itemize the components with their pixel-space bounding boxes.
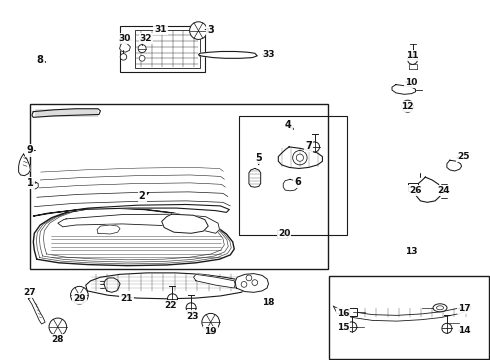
- Text: 21: 21: [120, 294, 133, 303]
- Text: 30: 30: [119, 35, 131, 44]
- Polygon shape: [447, 160, 462, 171]
- Circle shape: [49, 318, 67, 336]
- Text: 29: 29: [73, 294, 86, 303]
- Circle shape: [405, 104, 410, 109]
- Circle shape: [408, 54, 417, 64]
- Bar: [135, 30, 200, 68]
- Circle shape: [139, 55, 145, 61]
- Circle shape: [347, 322, 357, 332]
- Text: 31: 31: [154, 25, 167, 34]
- Circle shape: [202, 313, 220, 331]
- Bar: [239, 116, 347, 235]
- Bar: [349, 309, 357, 316]
- Text: 20: 20: [278, 229, 291, 238]
- Text: 32: 32: [140, 35, 152, 44]
- Text: 11: 11: [406, 51, 419, 60]
- Circle shape: [168, 294, 177, 304]
- Circle shape: [186, 303, 196, 313]
- Text: 13: 13: [405, 248, 418, 256]
- Polygon shape: [278, 147, 322, 168]
- Polygon shape: [104, 278, 120, 292]
- Ellipse shape: [437, 306, 443, 310]
- Text: 6: 6: [294, 177, 301, 187]
- Text: 27: 27: [23, 288, 36, 297]
- Polygon shape: [86, 273, 250, 299]
- Text: 33: 33: [262, 50, 275, 59]
- Text: 28: 28: [51, 335, 64, 343]
- Polygon shape: [58, 214, 220, 233]
- Text: 16: 16: [337, 310, 349, 319]
- Polygon shape: [33, 204, 229, 216]
- Text: 2: 2: [139, 191, 146, 201]
- Polygon shape: [392, 85, 416, 94]
- Ellipse shape: [433, 304, 447, 312]
- Circle shape: [241, 282, 247, 287]
- Text: 26: 26: [409, 186, 422, 195]
- Circle shape: [402, 100, 414, 112]
- Polygon shape: [249, 168, 261, 187]
- Circle shape: [120, 54, 127, 60]
- Polygon shape: [28, 297, 45, 324]
- Polygon shape: [19, 154, 30, 176]
- Circle shape: [310, 142, 319, 152]
- Polygon shape: [235, 274, 269, 292]
- Circle shape: [71, 287, 88, 304]
- Text: 24: 24: [437, 186, 450, 195]
- Text: 3: 3: [207, 24, 214, 35]
- Polygon shape: [30, 182, 38, 189]
- Bar: [120, 26, 205, 72]
- Polygon shape: [97, 225, 120, 234]
- Polygon shape: [194, 274, 235, 288]
- Circle shape: [252, 280, 258, 285]
- Circle shape: [293, 150, 307, 165]
- Polygon shape: [32, 109, 100, 117]
- Text: 22: 22: [164, 301, 177, 310]
- Text: 12: 12: [401, 102, 414, 111]
- Text: 23: 23: [186, 312, 198, 321]
- Text: 4: 4: [285, 120, 292, 130]
- Polygon shape: [162, 214, 208, 233]
- Text: 17: 17: [458, 305, 471, 313]
- Text: 8: 8: [37, 55, 44, 66]
- Polygon shape: [333, 306, 470, 321]
- Circle shape: [190, 22, 207, 40]
- Text: 15: 15: [337, 323, 349, 332]
- Bar: [408, 183, 417, 191]
- Circle shape: [246, 275, 252, 281]
- Polygon shape: [283, 179, 298, 191]
- Bar: [277, 230, 287, 238]
- Text: 9: 9: [26, 145, 33, 156]
- Polygon shape: [198, 51, 257, 58]
- Text: 1: 1: [27, 178, 34, 188]
- Circle shape: [442, 323, 452, 333]
- Bar: [30, 104, 328, 269]
- Circle shape: [138, 45, 146, 53]
- Polygon shape: [120, 42, 130, 52]
- Text: 10: 10: [405, 78, 418, 87]
- Bar: [329, 276, 489, 359]
- Text: 19: 19: [204, 327, 217, 336]
- Polygon shape: [33, 208, 234, 266]
- Circle shape: [296, 154, 303, 161]
- Text: 25: 25: [457, 152, 469, 161]
- Polygon shape: [416, 177, 441, 202]
- Text: 7: 7: [305, 141, 312, 151]
- Text: 14: 14: [458, 326, 471, 335]
- Text: 5: 5: [255, 153, 262, 163]
- Text: 18: 18: [262, 298, 275, 307]
